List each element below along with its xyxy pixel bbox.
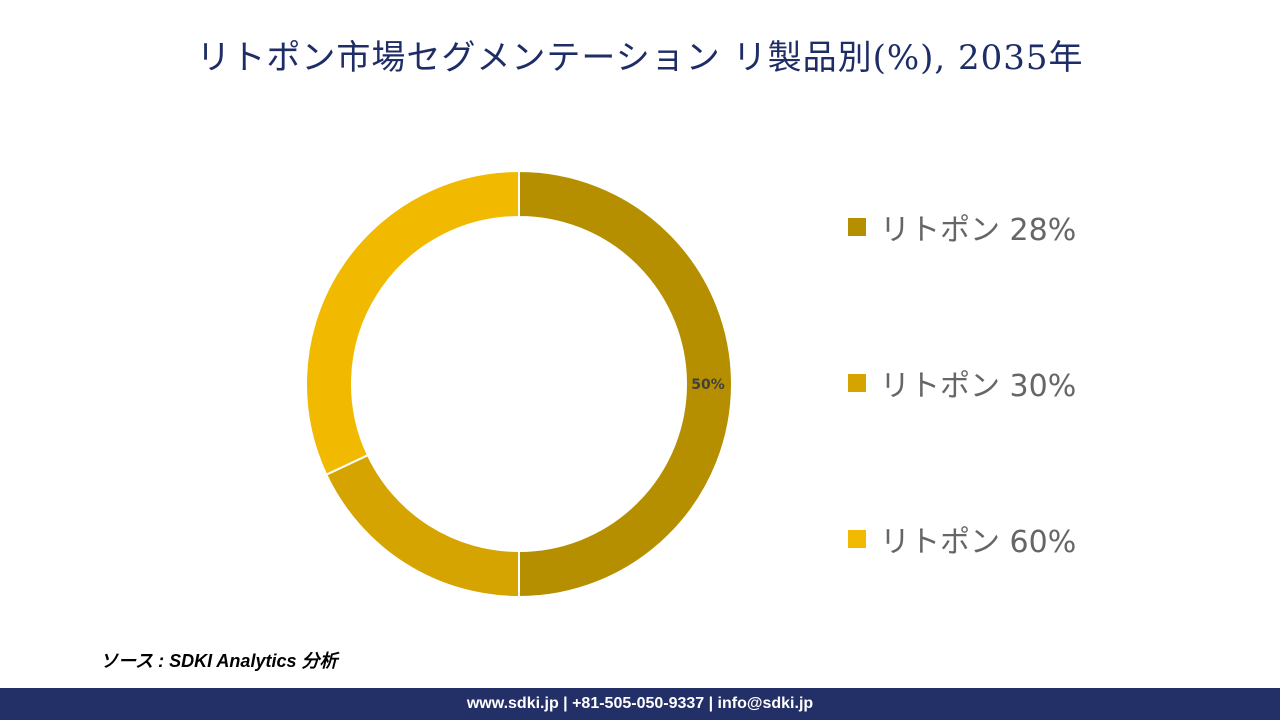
legend-item-0: リトポン 28%	[848, 205, 1076, 249]
donut-slice-2	[305, 169, 520, 477]
legend-item-2: リトポン 60%	[848, 517, 1076, 561]
chart-title: リトポン市場セグメンテーション リ製品別(%), 2035年	[196, 38, 1084, 78]
legend-label-0: リトポン 28%	[880, 213, 1077, 248]
legend-label-2: リトポン 60%	[880, 525, 1077, 560]
data-label-0: 50%	[691, 377, 725, 393]
legend-swatch-1	[848, 374, 866, 392]
footer-contact-bar: www.sdki.jp | +81-505-050-9337 | info@sd…	[0, 688, 1280, 720]
legend-swatch-0	[848, 218, 866, 236]
legend-swatch-2	[848, 530, 866, 548]
donut-slice-0	[518, 169, 733, 599]
legend-item-1: リトポン 30%	[848, 361, 1076, 405]
source-note: ソース : SDKI Analytics 分析	[100, 651, 338, 671]
donut-slice-1	[324, 453, 520, 599]
legend-label-1: リトポン 30%	[880, 369, 1077, 404]
donut-chart: 50%	[305, 169, 733, 599]
